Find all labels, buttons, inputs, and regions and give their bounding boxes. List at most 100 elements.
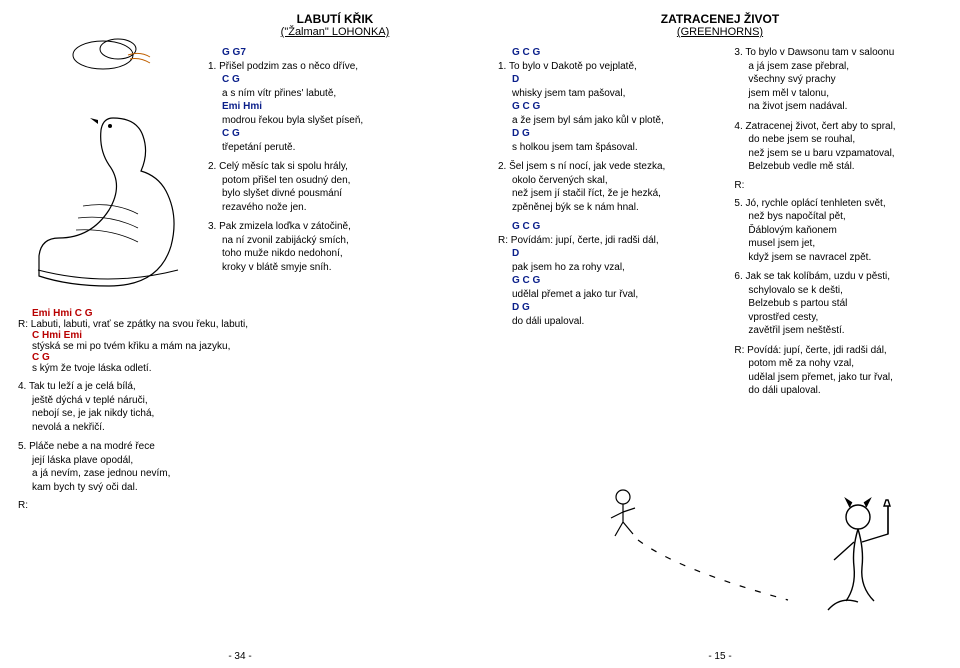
- lyric-line: stýská se mi po tvém křiku a mám na jazy…: [18, 341, 462, 352]
- lyric-line: okolo červených skal,: [498, 174, 720, 188]
- lyric-line: R: Povídá: jupí, čerte, jdi radši dál,: [734, 344, 942, 358]
- lyric-line: potom přišel ten osudný den,: [208, 174, 462, 188]
- verse-4: 4. Zatracenej život, čert aby to spral, …: [734, 120, 942, 174]
- chord-line: G C G: [498, 220, 720, 234]
- lyric-line: jsem měl v talonu,: [734, 87, 942, 101]
- lyric-line: třepetání perutě.: [208, 141, 462, 155]
- lyric-line: nevolá a nekřičí.: [18, 421, 462, 435]
- page-number: - 15 -: [708, 651, 731, 662]
- chord-line: D: [498, 247, 720, 261]
- left-columns: LABUTÍ KŘIK ("Žalman" LOHONKA) G G7 1. P…: [18, 12, 462, 304]
- lyric-line: a že jsem byl sám jako kůl v plotě,: [498, 114, 720, 128]
- chord-line: G G7: [208, 46, 462, 60]
- lyric-line: kroky v blátě smyje sníh.: [208, 261, 462, 275]
- chord-line: Emi Hmi C G: [18, 308, 462, 319]
- lyric-line: na život jsem nadával.: [734, 100, 942, 114]
- refrain-final: R: Povídá: jupí, čerte, jdi radši dál, p…: [734, 344, 942, 398]
- lyric-line: toho muže nikdo nedohoní,: [208, 247, 462, 261]
- verse-3: 3. To bylo v Dawsonu tam v saloonu a já …: [734, 46, 942, 114]
- lyric-line: a já jsem zase přebral,: [734, 60, 942, 74]
- lyric-line: zpěněnej býk se k nám hnal.: [498, 201, 720, 215]
- verse-1: G G7 1. Přišel podzim zas o něco dříve, …: [208, 46, 462, 154]
- lyric-line: modrou řekou byla slyšet píseň,: [208, 114, 462, 128]
- lyric-line: R: Labuti, labuti, vrať se zpátky na svo…: [18, 319, 462, 330]
- chord-line: G C G: [498, 100, 720, 114]
- refrain: Emi Hmi C G R: Labuti, labuti, vrať se z…: [18, 308, 462, 374]
- lyric-line: než bys napočítal pět,: [734, 210, 942, 224]
- lyric-line: do dáli upaloval.: [498, 315, 720, 329]
- lyric-line: pak jsem ho za rohy vzal,: [498, 261, 720, 275]
- lyric-line: na ní zvonil zabijácký smích,: [208, 234, 462, 248]
- lyric-line: bylo slyšet divné pousmání: [208, 187, 462, 201]
- cloud-illustration: [18, 12, 198, 92]
- song-title: LABUTÍ KŘIK: [208, 12, 462, 26]
- lyric-line: a já nevím, zase jednou nevím,: [18, 467, 462, 481]
- verse-2: 2. Šel jsem s ní nocí, jak vede stezka, …: [498, 160, 720, 214]
- song-author: (GREENHORNS): [498, 26, 942, 38]
- lyric-line: 2. Šel jsem s ní nocí, jak vede stezka,: [498, 160, 720, 174]
- right-col-1: G C G 1. To bylo v Dakotě po vejplatě, D…: [498, 46, 720, 404]
- lyric-line: schylovalo se k dešti,: [734, 284, 942, 298]
- refrain: G C G R: Povídám: jupí, čerte, jdi radši…: [498, 220, 720, 328]
- lyric-line: všechny svý prachy: [734, 73, 942, 87]
- left-page: LABUTÍ KŘIK ("Žalman" LOHONKA) G G7 1. P…: [0, 0, 480, 668]
- lyric-line: ještě dýchá v teplé náruči,: [18, 394, 462, 408]
- lyric-line: 4. Tak tu leží a je celá bílá,: [18, 380, 462, 394]
- lyric-line: udělal přemet a jako tur řval,: [498, 288, 720, 302]
- left-image-column: [18, 12, 198, 304]
- lyric-line: s kým že tvoje láska odletí.: [18, 363, 462, 374]
- verse-1: G C G 1. To bylo v Dakotě po vejplatě, D…: [498, 46, 720, 154]
- lyric-line: 2. Celý měsíc tak si spolu hrály,: [208, 160, 462, 174]
- verse-4: 4. Tak tu leží a je celá bílá, ještě dýc…: [18, 380, 462, 434]
- chord-line: C G: [18, 352, 462, 363]
- lyric-line: potom mě za nohy vzal,: [734, 357, 942, 371]
- lyric-line: 4. Zatracenej život, čert aby to spral,: [734, 120, 942, 134]
- lyric-line: 3. Pak zmizela loďka v zátočině,: [208, 220, 462, 234]
- lyric-line: 3. To bylo v Dawsonu tam v saloonu: [734, 46, 942, 60]
- verse-2: 2. Celý měsíc tak si spolu hrály, potom …: [208, 160, 462, 214]
- lyric-line: 1. Přišel podzim zas o něco dříve,: [208, 60, 462, 74]
- spread: LABUTÍ KŘIK ("Žalman" LOHONKA) G G7 1. P…: [0, 0, 960, 668]
- chord-line: G C G: [498, 274, 720, 288]
- refrain-label: R:: [734, 180, 942, 191]
- lyric-line: do dáli upaloval.: [734, 384, 942, 398]
- chord-line: G C G: [498, 46, 720, 60]
- lyric-line: 5. Pláče nebe a na modré řece: [18, 440, 462, 454]
- right-page: ZATRACENEJ ŽIVOT (GREENHORNS) G C G 1. T…: [480, 0, 960, 668]
- lyric-line: její láska plave opodál,: [18, 454, 462, 468]
- lyric-line: kam bych ty svý oči dal.: [18, 481, 462, 495]
- lyric-line: vprostřed cesty,: [734, 311, 942, 325]
- lyric-line: než jsem se u baru vzpamatoval,: [734, 147, 942, 161]
- right-col-2: 3. To bylo v Dawsonu tam v saloonu a já …: [734, 46, 942, 404]
- devil-illustration: [498, 462, 942, 642]
- left-text-column: LABUTÍ KŘIK ("Žalman" LOHONKA) G G7 1. P…: [208, 12, 462, 304]
- chord-line: D G: [498, 127, 720, 141]
- lyric-line: a s ním vítr přines' labutě,: [208, 87, 462, 101]
- lyric-line: udělal jsem přemet, jako tur řval,: [734, 371, 942, 385]
- lyric-line: 1. To bylo v Dakotě po vejplatě,: [498, 60, 720, 74]
- verse-3: 3. Pak zmizela loďka v zátočině, na ní z…: [208, 220, 462, 274]
- lyric-line: whisky jsem tam pašoval,: [498, 87, 720, 101]
- lyric-line: R: Povídám: jupí, čerte, jdi radši dál,: [498, 234, 720, 248]
- refrain-label: R:: [18, 500, 462, 511]
- lyric-line: Ďáblovým kaňonem: [734, 224, 942, 238]
- lyric-line: než jsem jí stačil říct, že je hezká,: [498, 187, 720, 201]
- song-author: ("Žalman" LOHONKA): [208, 26, 462, 38]
- right-columns: G C G 1. To bylo v Dakotě po vejplatě, D…: [498, 46, 942, 404]
- lyric-line: rezavého nože jen.: [208, 201, 462, 215]
- chord-line: C G: [208, 73, 462, 87]
- verse-6: 6. Jak se tak kolíbám, uzdu v pěsti, sch…: [734, 270, 942, 338]
- chord-line: C G: [208, 127, 462, 141]
- lyric-line: musel jsem jet,: [734, 237, 942, 251]
- lyric-line: zavětřil jsem neštěstí.: [734, 324, 942, 338]
- chord-line: Emi Hmi: [208, 100, 462, 114]
- page-number: - 34 -: [228, 651, 251, 662]
- lyric-line: nebojí se, je jak nikdy tichá,: [18, 407, 462, 421]
- lyric-line: 5. Jó, rychle oplácí tenhleten svět,: [734, 197, 942, 211]
- chord-line: C Hmi Emi: [18, 330, 462, 341]
- verse-5: 5. Pláče nebe a na modré řece její láska…: [18, 440, 462, 494]
- lyric-line: do nebe jsem se rouhal,: [734, 133, 942, 147]
- lyric-line: s holkou jsem tam špásoval.: [498, 141, 720, 155]
- lyric-line: Belzebub vedle mě stál.: [734, 160, 942, 174]
- lyric-line: 6. Jak se tak kolíbám, uzdu v pěsti,: [734, 270, 942, 284]
